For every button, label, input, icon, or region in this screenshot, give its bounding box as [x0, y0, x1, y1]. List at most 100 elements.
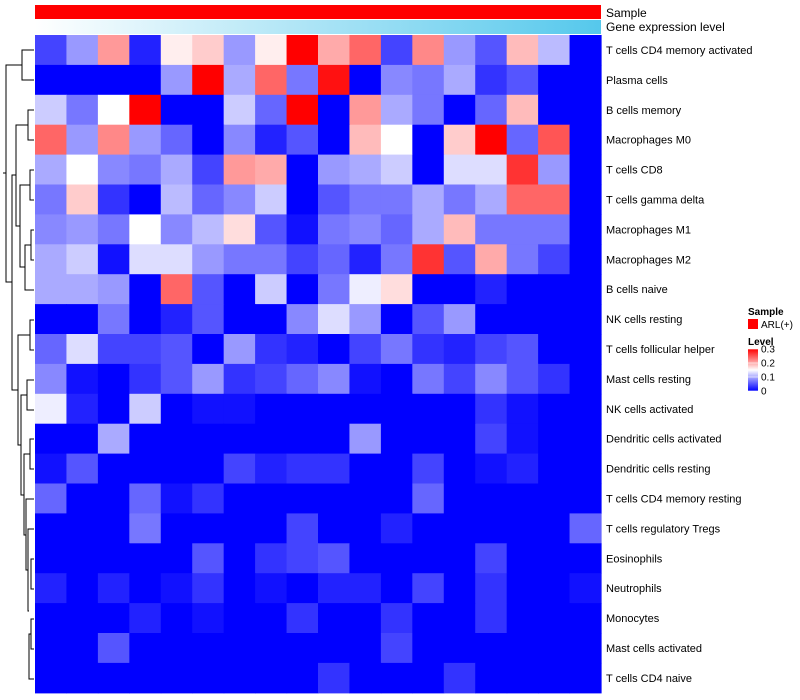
heatmap-cell: [380, 274, 413, 305]
legend-tick-label: 0.3: [761, 345, 775, 356]
heatmap-cell: [255, 244, 288, 275]
heatmap-cell: [160, 573, 193, 604]
heatmap-cell: [380, 35, 413, 66]
heatmap-cell: [475, 633, 508, 664]
heatmap-cell: [380, 94, 413, 126]
heatmap-cell: [475, 274, 508, 305]
heatmap-cell: [318, 603, 351, 634]
heatmap-cell: [223, 244, 256, 275]
heatmap-cell: [129, 573, 162, 604]
heatmap-cell: [35, 633, 68, 664]
row-label: T cells regulatory Tregs: [606, 523, 721, 535]
heatmap-cell: [66, 483, 99, 514]
heatmap-cell: [129, 304, 162, 335]
heatmap-cell: [286, 543, 319, 574]
heatmap-cell: [255, 154, 288, 186]
heatmap-cell: [569, 662, 602, 694]
heatmap-cell: [349, 483, 382, 514]
heatmap-cell: [255, 423, 288, 455]
row-label: T cells gamma delta: [606, 194, 705, 206]
heatmap-cell: [538, 483, 571, 514]
heatmap-cell: [443, 334, 476, 365]
heatmap-cell: [349, 573, 382, 604]
heatmap-cell: [318, 64, 351, 96]
heatmap-cell: [160, 334, 193, 365]
heatmap-cell: [443, 35, 476, 66]
heatmap-cell: [192, 274, 225, 305]
heatmap-cell: [255, 513, 288, 544]
heatmap-cell: [286, 662, 319, 694]
heatmap-cell: [443, 633, 476, 664]
sample-annotation-label: Sample: [606, 6, 647, 20]
heatmap-cell: [349, 633, 382, 664]
heatmap-cell: [538, 603, 571, 634]
heatmap-cell: [569, 633, 602, 664]
heatmap-cell: [97, 244, 130, 275]
heatmap-cell: [97, 423, 130, 455]
heatmap-cell: [538, 393, 571, 425]
heatmap-cell: [318, 184, 351, 215]
heatmap-cell: [129, 423, 162, 455]
heatmap-cell: [35, 334, 68, 365]
heatmap-cell: [475, 244, 508, 275]
heatmap-cell: [569, 513, 602, 544]
heatmap-cell: [35, 513, 68, 544]
heatmap-cell: [412, 184, 445, 215]
heatmap-cell: [569, 393, 602, 425]
heatmap-cell: [349, 154, 382, 186]
heatmap-cell: [97, 453, 130, 485]
row-label: Neutrophils: [606, 583, 662, 595]
heatmap-cell: [192, 124, 225, 156]
heatmap-cell: [35, 244, 68, 275]
heatmap-cell: [192, 633, 225, 664]
heatmap-cell: [412, 543, 445, 574]
heatmap-cell: [412, 35, 445, 66]
heatmap-cell: [286, 304, 319, 335]
heatmap-cell: [569, 154, 602, 186]
heatmap-cell: [412, 64, 445, 96]
heatmap-cell: [349, 35, 382, 66]
heatmap-cell: [412, 393, 445, 425]
heatmap-cell: [129, 662, 162, 694]
heatmap-cell: [318, 154, 351, 186]
heatmap-cell: [538, 64, 571, 96]
heatmap-cell: [223, 214, 256, 245]
heatmap-cell: [380, 573, 413, 604]
heatmap-cell: [318, 334, 351, 365]
row-label: Macrophages M0: [606, 135, 691, 147]
row-label: T cells CD4 memory resting: [606, 493, 742, 505]
heatmap-cell: [66, 363, 99, 395]
heatmap-cell: [475, 184, 508, 215]
heatmap-cell: [506, 124, 539, 156]
heatmap-cell: [318, 244, 351, 275]
heatmap-cell: [97, 274, 130, 305]
heatmap-cell: [35, 154, 68, 186]
heatmap-cell: [223, 393, 256, 425]
heatmap-cell: [223, 64, 256, 96]
heatmap-cell: [35, 124, 68, 156]
heatmap-cell: [506, 214, 539, 245]
heatmap-cell: [129, 334, 162, 365]
heatmap-cell: [380, 513, 413, 544]
heatmap-cell: [506, 662, 539, 694]
heatmap-cell: [160, 633, 193, 664]
heatmap-cell: [318, 304, 351, 335]
heatmap-cell: [255, 274, 288, 305]
heatmap-cell: [97, 94, 130, 126]
heatmap-cell: [538, 244, 571, 275]
heatmap-cell: [475, 154, 508, 186]
heatmap-cell: [318, 393, 351, 425]
heatmap-cell: [349, 184, 382, 215]
heatmap-cell: [160, 423, 193, 455]
heatmap-cell: [569, 35, 602, 66]
heatmap-cell: [506, 274, 539, 305]
heatmap-cell: [318, 35, 351, 66]
heatmap-cell: [443, 154, 476, 186]
heatmap-cell: [380, 543, 413, 574]
heatmap-cell: [318, 573, 351, 604]
heatmap-cell: [349, 543, 382, 574]
heatmap-cell: [286, 423, 319, 455]
heatmap-cell: [35, 573, 68, 604]
heatmap-cell: [66, 633, 99, 664]
heatmap-cell: [223, 423, 256, 455]
